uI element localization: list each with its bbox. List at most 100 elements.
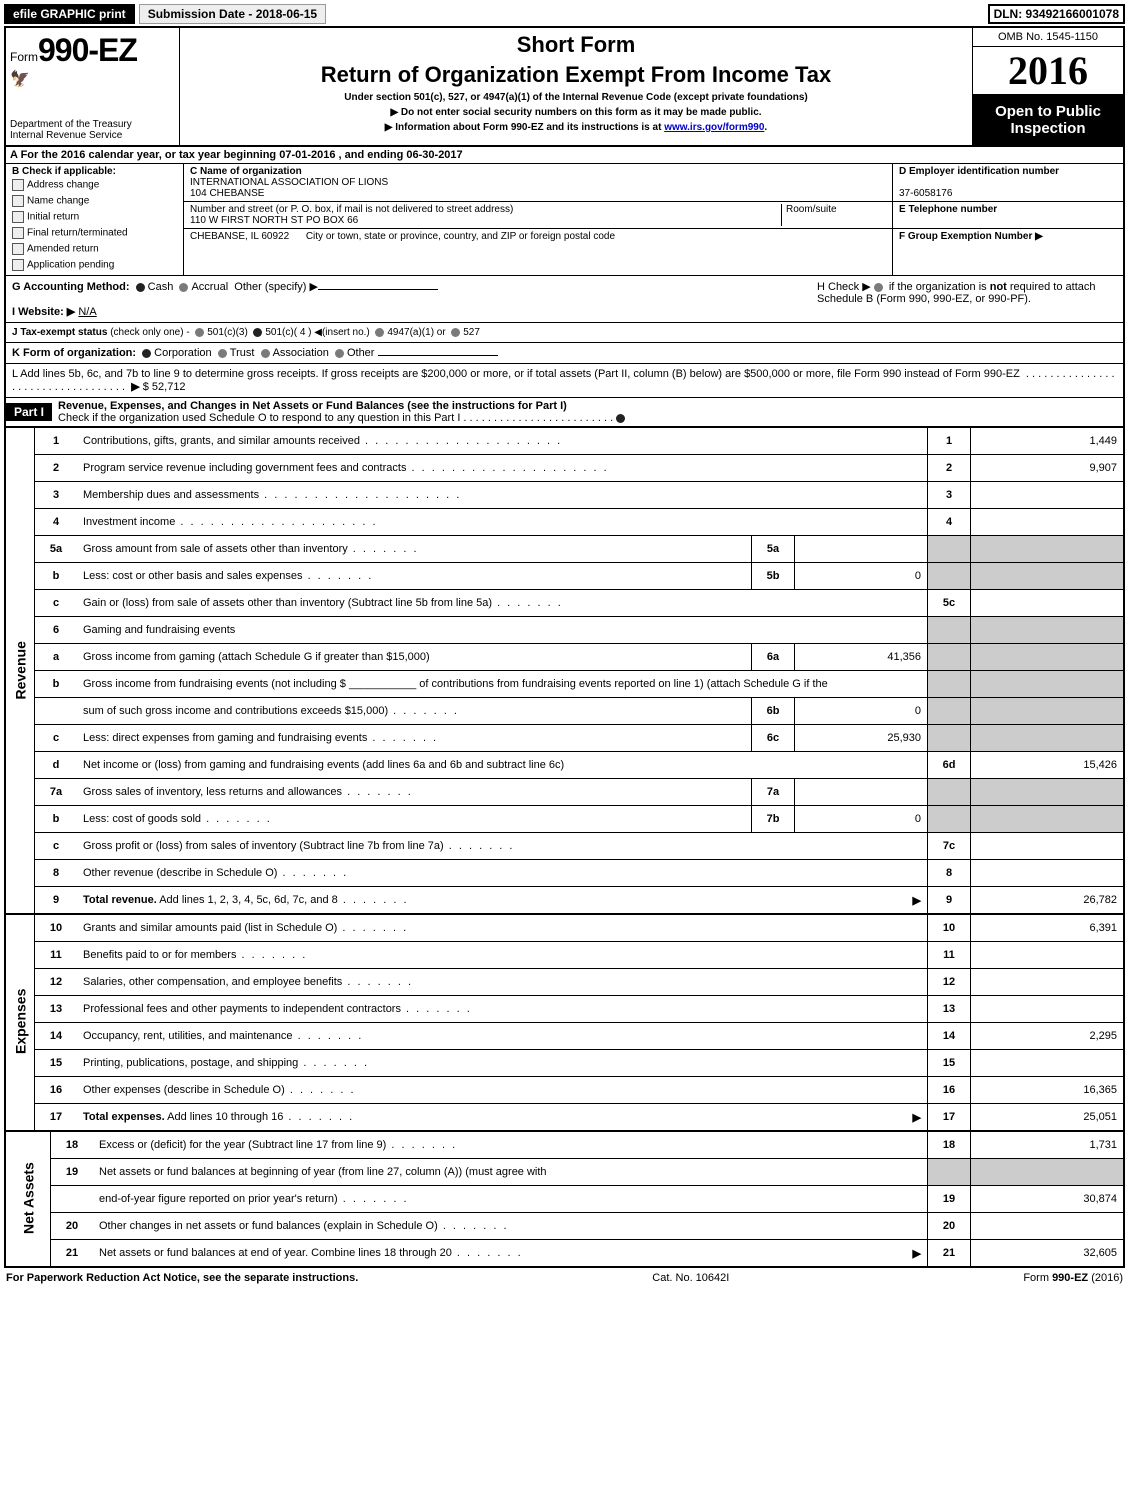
checkbox-icon — [12, 243, 24, 255]
line-box-number: 11 — [928, 942, 971, 969]
j-sub: (check only one) - — [110, 327, 189, 338]
table-row: bGross income from fundraising events (n… — [6, 671, 1123, 698]
table-row: 2Program service revenue including gover… — [6, 455, 1123, 482]
arrow-icon: ▶ — [913, 1247, 921, 1260]
opt-trust: Trust — [230, 347, 255, 359]
form-container: Form990-EZ 🦅 Department of the Treasury … — [4, 26, 1125, 1268]
form-number: 990-EZ — [38, 32, 137, 68]
check-initial-return[interactable]: Initial return — [12, 209, 177, 225]
l-amount: $ 52,712 — [143, 381, 186, 393]
part-1-badge: Part I — [6, 403, 52, 421]
table-row: end-of-year figure reported on prior yea… — [6, 1186, 1123, 1213]
radio-icon[interactable] — [335, 349, 344, 358]
irs-eagle-icon: 🦅 — [10, 71, 30, 88]
line-number: c — [35, 590, 78, 617]
row-g: G Accounting Method: Cash Accrual Other … — [12, 280, 817, 318]
other-org-input[interactable] — [378, 355, 498, 356]
footer-right: Form 990-EZ (2016) — [1023, 1272, 1123, 1284]
opt-501c4: 501(c)( 4 ) ◀(insert no.) — [265, 327, 369, 338]
line-desc: Gaming and fundraising events — [77, 617, 928, 644]
line-a: A For the 2016 calendar year, or tax yea… — [6, 147, 1123, 164]
opt-corp: Corporation — [154, 347, 211, 359]
org-name-1: INTERNATIONAL ASSOCIATION OF LIONS — [190, 177, 388, 188]
info-text: ▶ Information about Form 990-EZ and its … — [188, 122, 964, 133]
radio-icon[interactable] — [874, 283, 883, 292]
radio-icon[interactable] — [261, 349, 270, 358]
line-desc: Excess or (deficit) for the year (Subtra… — [93, 1131, 928, 1159]
checkbox-icon — [12, 227, 24, 239]
line-number: 1 — [35, 428, 78, 455]
line-value — [971, 996, 1124, 1023]
check-address-change[interactable]: Address change — [12, 177, 177, 193]
check-icon[interactable] — [616, 414, 625, 423]
other-specify-input[interactable] — [318, 289, 438, 290]
line-number: 18 — [51, 1131, 94, 1159]
h-text1: H Check ▶ — [817, 281, 871, 293]
line-desc: Grants and similar amounts paid (list in… — [77, 914, 928, 942]
sub-line-number: 6b — [752, 698, 795, 725]
line-value-shaded — [971, 536, 1124, 563]
line-box-number: 7c — [928, 833, 971, 860]
line-box-number: 1 — [928, 428, 971, 455]
info-suffix: . — [764, 122, 767, 133]
part-1-check-text: Check if the organization used Schedule … — [58, 412, 460, 424]
line-a-prefix: A For the 2016 calendar year, or tax yea… — [10, 149, 279, 161]
row-h: H Check ▶ if the organization is not req… — [817, 280, 1117, 318]
line-value — [971, 1213, 1124, 1240]
efile-button[interactable]: efile GRAPHIC print — [4, 4, 135, 24]
check-final-return[interactable]: Final return/terminated — [12, 225, 177, 241]
table-row: sum of such gross income and contributio… — [6, 698, 1123, 725]
line-value — [971, 1050, 1124, 1077]
line-box-number: 13 — [928, 996, 971, 1023]
check-amended-return[interactable]: Amended return — [12, 241, 177, 257]
line-box-number: 5c — [928, 590, 971, 617]
radio-icon[interactable] — [195, 328, 204, 337]
radio-icon[interactable] — [136, 283, 145, 292]
table-row: cGain or (loss) from sale of assets othe… — [6, 590, 1123, 617]
dept-treasury: Department of the Treasury — [10, 119, 132, 130]
opt-accrual: Accrual — [191, 281, 228, 293]
line-box — [928, 1159, 971, 1186]
arrow-icon: ▶ — [131, 381, 139, 393]
line-box-number: 18 — [928, 1131, 971, 1159]
line-value-shaded — [971, 563, 1124, 590]
line-value-shaded — [971, 806, 1124, 833]
form-prefix: Form — [10, 50, 38, 64]
radio-icon[interactable] — [375, 328, 384, 337]
room-label: Room/suite — [786, 204, 837, 215]
table-row: 15Printing, publications, postage, and s… — [6, 1050, 1123, 1077]
footer: For Paperwork Reduction Act Notice, see … — [4, 1268, 1125, 1284]
sub-line-value — [795, 536, 928, 563]
line-number: 4 — [35, 509, 78, 536]
table-row: 16Other expenses (describe in Schedule O… — [6, 1077, 1123, 1104]
table-row: 8Other revenue (describe in Schedule O)8 — [6, 860, 1123, 887]
line-desc: Gross income from gaming (attach Schedul… — [77, 644, 752, 671]
check-application-pending[interactable]: Application pending — [12, 257, 177, 273]
line-number: c — [35, 833, 78, 860]
submission-date-button[interactable]: Submission Date - 2018-06-15 — [139, 4, 326, 24]
radio-icon[interactable] — [451, 328, 460, 337]
checkbox-icon — [12, 259, 24, 271]
org-column: C Name of organization INTERNATIONAL ASS… — [183, 164, 893, 275]
line-desc: sum of such gross income and contributio… — [77, 698, 752, 725]
check-name-change[interactable]: Name change — [12, 193, 177, 209]
info-prefix: ▶ Information about Form 990-EZ and its … — [385, 122, 664, 133]
irs-link[interactable]: www.irs.gov/form990 — [664, 122, 764, 133]
open-to-public: Open to Public Inspection — [973, 95, 1123, 145]
radio-icon[interactable] — [142, 349, 151, 358]
line-value — [971, 833, 1124, 860]
part-1-title: Revenue, Expenses, and Changes in Net As… — [52, 398, 634, 426]
section-side-label: Revenue — [6, 428, 35, 914]
opt-assoc: Association — [273, 347, 329, 359]
radio-icon[interactable] — [253, 328, 262, 337]
line-number: a — [35, 644, 78, 671]
radio-icon[interactable] — [179, 283, 188, 292]
table-row: 12Salaries, other compensation, and empl… — [6, 969, 1123, 996]
sub-line-value: 0 — [795, 698, 928, 725]
line-value — [971, 1159, 1124, 1186]
line-value-shaded — [971, 698, 1124, 725]
line-desc: Printing, publications, postage, and shi… — [77, 1050, 928, 1077]
department-label: Department of the Treasury Internal Reve… — [10, 119, 132, 141]
radio-icon[interactable] — [218, 349, 227, 358]
table-row: 14Occupancy, rent, utilities, and mainte… — [6, 1023, 1123, 1050]
